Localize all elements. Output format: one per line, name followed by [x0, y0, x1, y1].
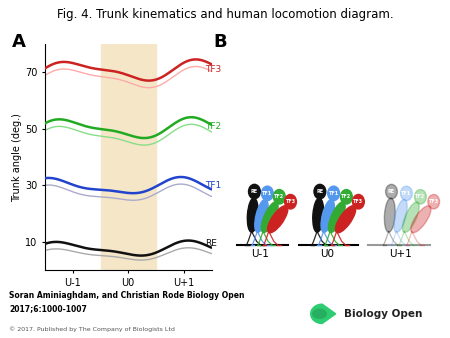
- Ellipse shape: [328, 186, 339, 201]
- Ellipse shape: [400, 186, 412, 201]
- Ellipse shape: [394, 199, 407, 232]
- Text: RE: RE: [251, 189, 258, 194]
- Ellipse shape: [414, 190, 426, 204]
- Text: U0: U0: [320, 248, 334, 259]
- Ellipse shape: [428, 194, 440, 209]
- Text: TF2: TF2: [415, 194, 426, 199]
- Text: TF1: TF1: [262, 191, 272, 196]
- Ellipse shape: [274, 190, 285, 204]
- Text: TF3: TF3: [353, 199, 364, 204]
- Text: A: A: [12, 32, 26, 51]
- Text: B: B: [214, 32, 227, 51]
- Ellipse shape: [411, 206, 431, 233]
- Text: U+1: U+1: [390, 248, 412, 259]
- Text: TF1: TF1: [401, 191, 411, 196]
- Ellipse shape: [261, 202, 278, 233]
- Text: Fig. 4. Trunk kinematics and human locomotion diagram.: Fig. 4. Trunk kinematics and human locom…: [57, 8, 393, 21]
- Text: RE: RE: [205, 239, 217, 248]
- Text: Biology Open: Biology Open: [344, 309, 422, 319]
- Ellipse shape: [261, 186, 273, 201]
- Ellipse shape: [284, 194, 297, 209]
- Ellipse shape: [328, 202, 345, 233]
- Bar: [100, 44, 156, 270]
- Text: TF1: TF1: [328, 191, 339, 196]
- Text: TF3: TF3: [205, 65, 221, 74]
- Ellipse shape: [335, 206, 356, 233]
- Text: RE: RE: [316, 189, 324, 194]
- Text: TF1: TF1: [205, 181, 221, 190]
- Text: 2017;6:1000-1007: 2017;6:1000-1007: [9, 304, 87, 313]
- Text: TF3: TF3: [285, 199, 296, 204]
- Text: RE: RE: [388, 189, 395, 194]
- Ellipse shape: [321, 199, 334, 232]
- Ellipse shape: [352, 194, 365, 209]
- Y-axis label: Trunk angle (deg.): Trunk angle (deg.): [12, 113, 22, 201]
- Ellipse shape: [402, 202, 419, 233]
- Text: TF2: TF2: [205, 122, 221, 130]
- Text: © 2017. Published by The Company of Biologists Ltd: © 2017. Published by The Company of Biol…: [9, 326, 175, 332]
- Ellipse shape: [248, 198, 258, 232]
- Ellipse shape: [248, 184, 260, 199]
- Ellipse shape: [314, 184, 326, 199]
- Ellipse shape: [313, 310, 326, 318]
- Polygon shape: [311, 304, 336, 323]
- Text: Soran Aminiaghdam, and Christian Rode Biology Open: Soran Aminiaghdam, and Christian Rode Bi…: [9, 291, 244, 300]
- Text: TF2: TF2: [274, 194, 284, 199]
- Ellipse shape: [255, 199, 268, 232]
- Ellipse shape: [386, 184, 397, 199]
- Ellipse shape: [268, 206, 288, 233]
- Ellipse shape: [384, 198, 395, 232]
- Text: TF3: TF3: [429, 199, 439, 204]
- Ellipse shape: [341, 190, 352, 204]
- Text: TF2: TF2: [341, 194, 351, 199]
- Ellipse shape: [313, 198, 324, 232]
- Text: U-1: U-1: [251, 248, 269, 259]
